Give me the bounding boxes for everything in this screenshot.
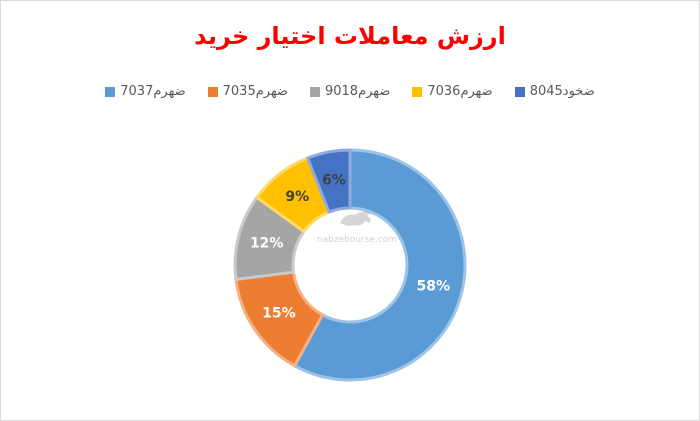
- donut-label-3: 9%: [285, 189, 309, 205]
- donut-slice-4: [306, 148, 352, 214]
- legend-label-0: ضهرم7037: [120, 84, 186, 99]
- chart-legend: ضهرم7037 ضهرم7035 ضهرم9018 ضهرم7036 ضخود…: [0, 84, 700, 99]
- watermark-site: nabzebourse.com: [316, 235, 398, 245]
- legend-label-3: ضهرم7036: [427, 84, 493, 99]
- legend-item-0: ضهرم7037: [105, 84, 186, 99]
- donut-slice-0: [293, 148, 467, 382]
- chart-title: ارزش معاملات اختیار خرید: [194, 22, 506, 50]
- donut-labels: 58% 15% 12% 9% 6%: [250, 173, 450, 322]
- donut-slices: [233, 148, 467, 382]
- donut-label-2: 12%: [250, 236, 284, 252]
- bull-icon: [340, 211, 371, 226]
- legend-swatch-2: [309, 86, 320, 97]
- legend-swatch-1: [207, 86, 218, 97]
- legend-swatch-0: [105, 86, 116, 97]
- legend-label-2: ضهرم9018: [324, 84, 391, 99]
- legend-item-4: ضخود8045: [514, 84, 595, 99]
- legend-item-2: ضهرم9018: [309, 84, 391, 99]
- legend-item-1: ضهرم7035: [207, 84, 288, 99]
- legend-swatch-4: [514, 86, 525, 97]
- donut-label-1: 15%: [262, 305, 296, 321]
- donut-label-0: 58%: [417, 278, 451, 294]
- legend-swatch-3: [412, 86, 423, 97]
- legend-label-4: ضخود8045: [529, 84, 595, 99]
- donut-label-4: 6%: [322, 173, 346, 189]
- legend-item-3: ضهرم7036: [412, 84, 493, 99]
- legend-label-1: ضهرم7035: [222, 84, 288, 99]
- watermark: nabzebourse.com: [312, 205, 402, 245]
